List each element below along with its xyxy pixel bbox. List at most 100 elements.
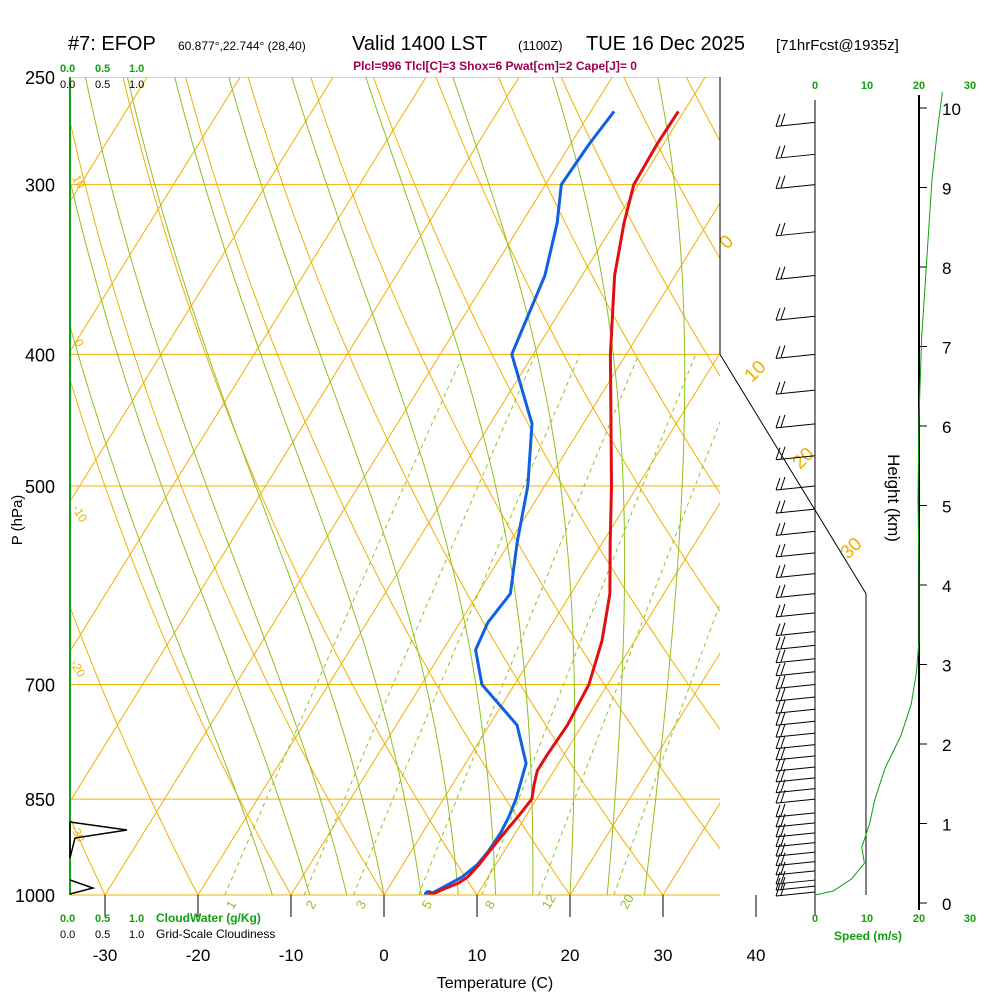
mixing-ratio-label: 12 bbox=[539, 891, 559, 911]
isotherm-line bbox=[849, 77, 1000, 895]
wind-barb-flag bbox=[781, 712, 785, 724]
cloudiness-profile-low bbox=[70, 880, 93, 894]
wind-barb-flag bbox=[781, 804, 785, 816]
temperature-tick-label: 30 bbox=[654, 946, 673, 965]
temperature-tick-label: 0 bbox=[379, 946, 388, 965]
cloudiness-scale-bottom-0: 0.0 bbox=[60, 929, 75, 941]
speed-tick-top-1: 10 bbox=[861, 80, 873, 92]
wind-barb-flag bbox=[781, 585, 785, 597]
y-axis-label: P (hPa) bbox=[9, 495, 26, 546]
wind-barb-flag bbox=[781, 113, 785, 125]
isotherm-line bbox=[756, 77, 1000, 895]
speed-tick-top-2: 20 bbox=[913, 80, 925, 92]
height-tick-label: 1 bbox=[942, 816, 951, 835]
speed-tick-bottom-1: 10 bbox=[861, 913, 873, 925]
wind-barb-flag bbox=[776, 478, 780, 490]
wind-barb-flag bbox=[776, 689, 780, 701]
wind-barb-flag bbox=[781, 145, 785, 157]
height-tick-label: 6 bbox=[942, 418, 951, 437]
cloudiness-scale-bottom-1: 0.5 bbox=[95, 929, 110, 941]
cloudiness-label: Grid-Scale Cloudiness bbox=[156, 927, 275, 941]
speed-tick-top-3: 30 bbox=[964, 80, 976, 92]
isotherm-label: 10 bbox=[741, 357, 771, 387]
speed-tick-bottom-2: 20 bbox=[913, 913, 925, 925]
cloudwater-label: CloudWater (g/Kg) bbox=[156, 911, 261, 925]
temperature-tick-label: -10 bbox=[279, 946, 304, 965]
pressure-tick-label: 1000 bbox=[15, 886, 55, 906]
dry-adiabat-label: -10 bbox=[69, 503, 90, 525]
wind-barb-flag bbox=[776, 545, 780, 557]
wind-barb-flag bbox=[781, 477, 785, 489]
cloud-scale-top-1: 0.5 bbox=[95, 63, 110, 75]
height-axis-label: Height (km) bbox=[884, 454, 903, 542]
wind-barb-flag bbox=[776, 177, 780, 189]
wind-barb-flag bbox=[781, 604, 785, 616]
wind-barb-flag bbox=[781, 663, 785, 675]
isotherm-label: 30 bbox=[837, 534, 867, 564]
height-tick-label: 9 bbox=[942, 180, 951, 199]
height-tick-label: 10 bbox=[942, 100, 961, 119]
height-tick-label: 8 bbox=[942, 259, 951, 278]
speed-label: Speed (m/s) bbox=[834, 929, 902, 943]
cloud-scale-top-2: 1.0 bbox=[129, 63, 144, 75]
mixing-ratio-line bbox=[539, 354, 747, 895]
indices-text: Plcl=996 Tlcl[C]=3 Shox=6 Pwat[cm]=2 Cap… bbox=[353, 59, 637, 73]
valid-main: Valid 1400 LST bbox=[352, 33, 487, 55]
mixing-ratio-label: 8 bbox=[482, 898, 499, 912]
pressure-tick-label: 250 bbox=[25, 68, 55, 88]
wind-barb-flag bbox=[781, 688, 785, 700]
wind-barb-flag bbox=[776, 677, 780, 689]
mixing-ratio-line bbox=[482, 354, 696, 895]
wind-barb-flag bbox=[776, 566, 780, 578]
x-axis-label: Temperature (C) bbox=[437, 975, 553, 992]
wind-barb-flag bbox=[781, 415, 785, 427]
plot-area bbox=[0, 77, 1000, 900]
wind-barb-flag bbox=[776, 501, 780, 513]
dry-adiabat-line bbox=[811, 77, 1000, 895]
wind-barb-flag bbox=[781, 267, 785, 279]
wind-barb-flag bbox=[781, 676, 785, 688]
pressure-tick-label: 400 bbox=[25, 345, 55, 365]
cloudiness-scale-top-1: 0.5 bbox=[95, 79, 110, 91]
wind-barb-flag bbox=[776, 268, 780, 280]
height-tick-label: 3 bbox=[942, 657, 951, 676]
speed-tick-top-0: 0 bbox=[812, 80, 818, 92]
wind-barb-flag bbox=[776, 416, 780, 428]
wind-barb-flag bbox=[781, 345, 785, 357]
wind-barb-flag bbox=[776, 737, 780, 749]
wind-barb-flag bbox=[776, 146, 780, 158]
height-tick-label: 7 bbox=[942, 339, 951, 358]
mixing-ratio-label: 2 bbox=[303, 898, 320, 912]
pressure-tick-label: 850 bbox=[25, 790, 55, 810]
wind-barb-flag bbox=[776, 605, 780, 617]
wind-barb-flag bbox=[776, 748, 780, 760]
temperature-tick-label: -30 bbox=[93, 946, 118, 965]
wind-barb-flag bbox=[776, 725, 780, 737]
wind-barb-flag bbox=[776, 382, 780, 394]
mixing-ratio-label: 20 bbox=[617, 891, 637, 911]
isotherm-label: 0 bbox=[716, 231, 738, 253]
wind-barb-flag bbox=[776, 114, 780, 126]
wind-barb-flag bbox=[781, 636, 785, 648]
cloudiness-scale-top-2: 1.0 bbox=[129, 79, 144, 91]
wind-speed-line bbox=[815, 92, 942, 895]
mixing-ratio-line bbox=[353, 354, 580, 895]
station-title: #7: EFOP bbox=[68, 33, 156, 55]
temperature-tick-label: -20 bbox=[186, 946, 211, 965]
cloudiness-scale-top-0: 0.0 bbox=[60, 79, 75, 91]
dry-adiabat-line bbox=[686, 77, 1000, 895]
isotherm-label: 20 bbox=[789, 444, 819, 474]
wind-barb-flag bbox=[781, 747, 785, 759]
wind-barb-flag bbox=[776, 805, 780, 817]
wind-barb-flag bbox=[781, 500, 785, 512]
cloud-scale-bottom-1: 0.5 bbox=[95, 913, 110, 925]
speed-tick-bottom-3: 30 bbox=[964, 913, 976, 925]
wind-barb-flag bbox=[776, 651, 780, 663]
height-tick-label: 0 bbox=[942, 895, 951, 914]
wind-barb-flag bbox=[781, 736, 785, 748]
wind-barb-flag bbox=[781, 565, 785, 577]
cloud-scale-bottom-2: 1.0 bbox=[129, 913, 144, 925]
